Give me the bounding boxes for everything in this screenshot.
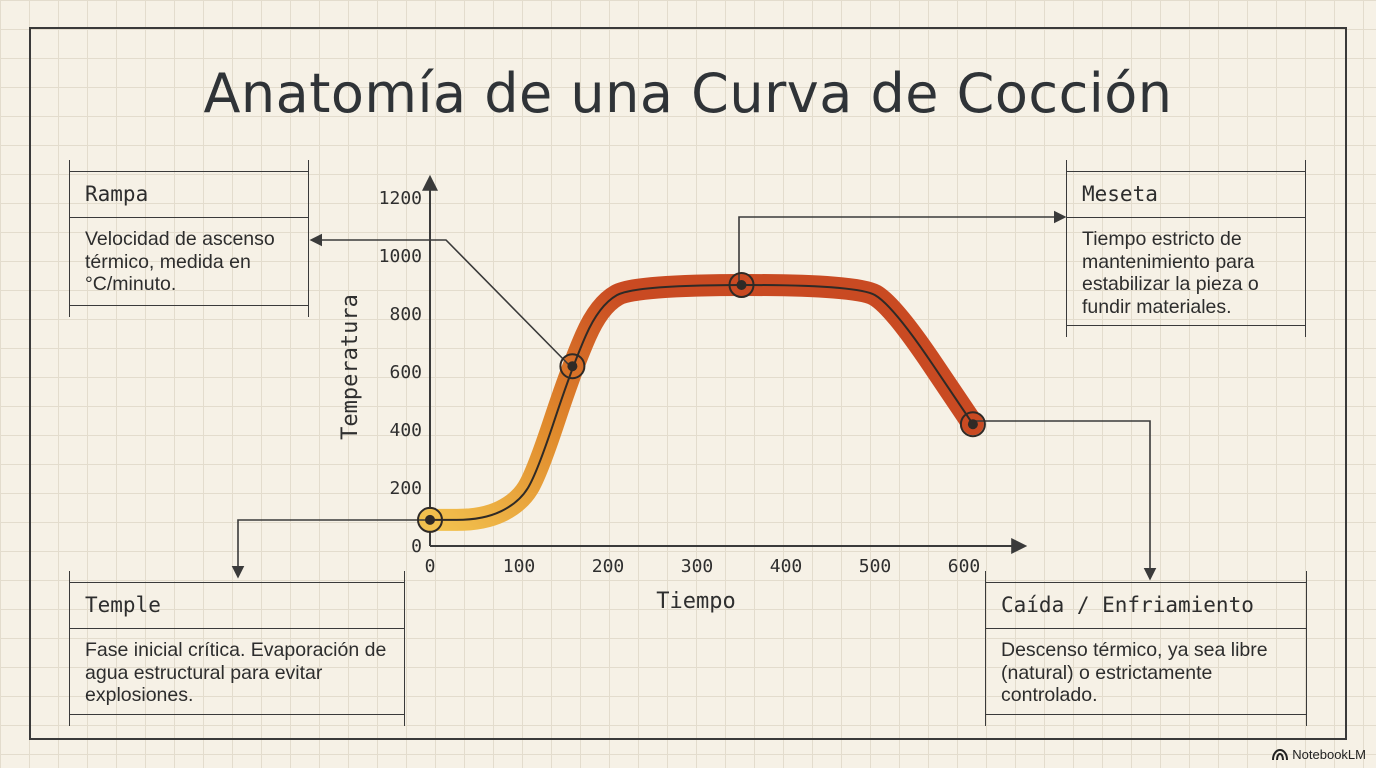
y-tick-label: 0	[411, 536, 422, 557]
firing-curve-line	[429, 284, 974, 521]
callout-meseta: Meseta Tiempo estricto de mantenimiento …	[1066, 160, 1306, 337]
x-axis-label: Tiempo	[656, 589, 735, 614]
callout-temple: Temple Fase inicial crítica. Evaporación…	[69, 571, 405, 726]
y-tick-label: 200	[389, 478, 422, 499]
notebooklm-logo-icon	[1272, 748, 1289, 760]
connector-temple	[231, 519, 430, 579]
marker-dot	[567, 361, 578, 372]
connector-rampa	[309, 233, 572, 368]
brand-label: NotebookLM	[1292, 747, 1366, 762]
callout-temple-body: Fase inicial crítica. Evaporación de agu…	[85, 639, 387, 706]
x-tick-labels: 0 100 200 300 400 500 600	[425, 556, 981, 577]
y-tick-label: 600	[389, 362, 422, 383]
callout-caida-heading: Caída / Enfriamiento	[985, 583, 1307, 629]
callout-meseta-body: Tiempo estricto de mantenimiento para es…	[1082, 228, 1259, 318]
x-tick-label: 300	[681, 556, 714, 577]
connector-caida	[971, 420, 1157, 581]
callout-meseta-heading: Meseta	[1066, 172, 1306, 218]
marker-dot	[425, 514, 435, 525]
y-tick-label: 1000	[379, 246, 422, 267]
diagram-frame	[29, 27, 1347, 740]
y-tick-label: 400	[389, 420, 422, 441]
page-title: Anatomía de una Curva de Cocción	[203, 62, 1173, 125]
y-tick-label: 1200	[379, 188, 422, 209]
y-tick-label: 800	[389, 304, 422, 325]
connector-lines	[231, 210, 1157, 581]
callout-temple-heading: Temple	[69, 583, 405, 629]
brand-watermark: NotebookLM	[1272, 747, 1366, 762]
x-tick-label: 100	[503, 556, 536, 577]
marker-ring	[728, 272, 755, 298]
marker-ring	[559, 353, 586, 380]
marker-ring	[417, 506, 443, 533]
callout-rampa-heading: Rampa	[69, 172, 309, 218]
marker-dot	[967, 419, 978, 430]
y-tick-labels: 0 200 400 600 800 1000 1200	[379, 188, 422, 557]
x-tick-label: 400	[770, 556, 803, 577]
callout-caida-body: Descenso térmico, ya sea libre (natural)…	[1001, 639, 1268, 706]
connector-meseta	[738, 210, 1067, 284]
callout-rampa-body: Velocidad de ascenso térmico, medida en …	[85, 228, 275, 295]
marker-dot	[736, 280, 747, 290]
y-axis-label: Temperatura	[338, 294, 363, 440]
x-tick-label: 500	[859, 556, 892, 577]
x-tick-label: 0	[425, 556, 436, 577]
x-tick-label: 600	[948, 556, 981, 577]
callout-caida: Caída / Enfriamiento Descenso térmico, y…	[985, 571, 1307, 726]
firing-curve-band	[419, 274, 984, 531]
callout-rampa: Rampa Velocidad de ascenso térmico, medi…	[69, 160, 309, 317]
x-tick-label: 200	[592, 556, 625, 577]
curve-markers	[417, 272, 986, 533]
marker-ring	[959, 411, 986, 438]
